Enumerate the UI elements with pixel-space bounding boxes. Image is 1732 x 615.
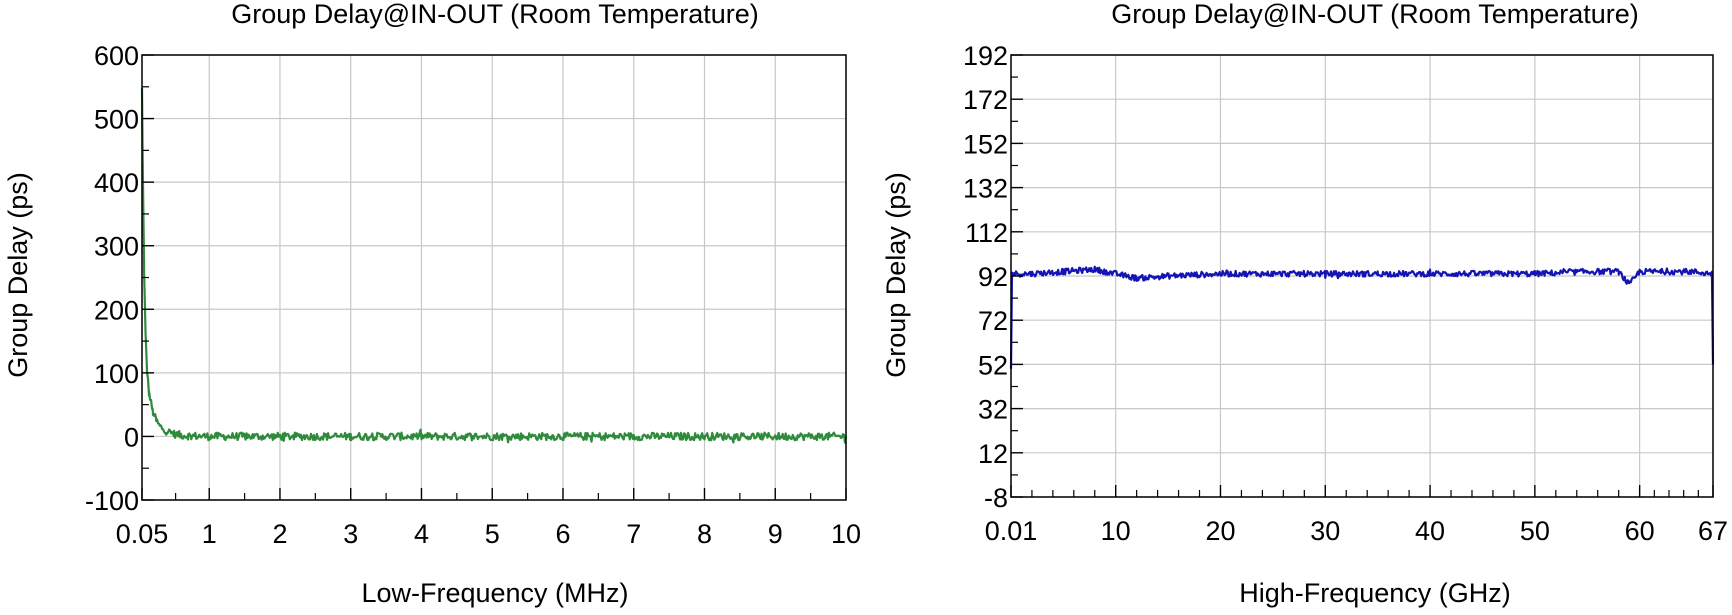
x-axis-label: Low-Frequency (MHz) <box>361 578 628 608</box>
y-tick-label: 600 <box>94 41 139 71</box>
x-tick-label: 4 <box>414 519 429 549</box>
y-tick-label: -8 <box>984 483 1008 513</box>
low-frequency-group-delay-chart: Group Delay@IN-OUT (Room Temperature) 0.… <box>3 0 861 608</box>
series <box>1009 265 1715 369</box>
x-tick-label: 0.01 <box>985 516 1038 546</box>
series-line <box>140 88 848 444</box>
y-tick-label: 100 <box>94 359 139 389</box>
y-tick-label: 192 <box>963 41 1008 71</box>
x-axis-label: High-Frequency (GHz) <box>1239 578 1511 608</box>
y-tick-label: 200 <box>94 295 139 325</box>
y-tick-label: 132 <box>963 174 1008 204</box>
y-tick-label: 112 <box>965 218 1008 248</box>
y-tick-label: 300 <box>94 232 139 262</box>
x-tick-label: 2 <box>272 519 287 549</box>
x-tick-label: 30 <box>1310 516 1340 546</box>
y-tick-label: 172 <box>963 85 1008 115</box>
x-tick-label: 60 <box>1625 516 1655 546</box>
y-tick-label: 400 <box>94 168 139 198</box>
x-tick-label: 7 <box>626 519 641 549</box>
series <box>140 88 848 444</box>
x-tick-label: 6 <box>555 519 570 549</box>
y-tick-label: -100 <box>85 486 139 516</box>
y-axis-label: Group Delay (ps) <box>3 172 33 378</box>
high-frequency-group-delay-chart: Group Delay@IN-OUT (Room Temperature) 0.… <box>881 0 1728 608</box>
y-tick-label: 12 <box>978 439 1008 469</box>
x-tick-label: 50 <box>1520 516 1550 546</box>
y-tick-label: 32 <box>978 395 1008 425</box>
chart-title: Group Delay@IN-OUT (Room Temperature) <box>1111 0 1639 29</box>
y-tick-label: 72 <box>978 306 1008 336</box>
ticks <box>141 54 847 501</box>
x-tick-label: 10 <box>831 519 861 549</box>
y-tick-label: 52 <box>978 350 1008 380</box>
x-tick-label: 40 <box>1415 516 1445 546</box>
series-line <box>1009 265 1715 369</box>
y-tick-label: 152 <box>963 129 1008 159</box>
y-tick-label: 500 <box>94 105 139 135</box>
y-axis-label: Group Delay (ps) <box>881 172 911 378</box>
x-tick-label: 67 <box>1698 516 1728 546</box>
ticks <box>1010 54 1714 498</box>
y-tick-label: 0 <box>124 422 139 452</box>
y-tick-labels: -8 12 32 52 72 92 112 132 152 172 192 <box>963 41 1008 513</box>
x-tick-label: 8 <box>697 519 712 549</box>
x-tick-label: 9 <box>768 519 783 549</box>
x-tick-labels: 0.01 10 20 30 40 50 60 67 <box>985 516 1728 546</box>
x-tick-label: 10 <box>1101 516 1131 546</box>
x-tick-label: 0.05 <box>116 519 169 549</box>
x-tick-label: 3 <box>343 519 358 549</box>
y-tick-label: 92 <box>978 262 1008 292</box>
x-tick-label: 20 <box>1205 516 1235 546</box>
y-tick-labels: -100 0 100 200 300 400 500 600 <box>85 41 139 516</box>
chart-title: Group Delay@IN-OUT (Room Temperature) <box>231 0 759 29</box>
x-tick-label: 5 <box>485 519 500 549</box>
x-tick-label: 1 <box>202 519 217 549</box>
x-tick-labels: 0.05 1 2 3 4 5 6 7 8 9 10 <box>116 519 861 549</box>
